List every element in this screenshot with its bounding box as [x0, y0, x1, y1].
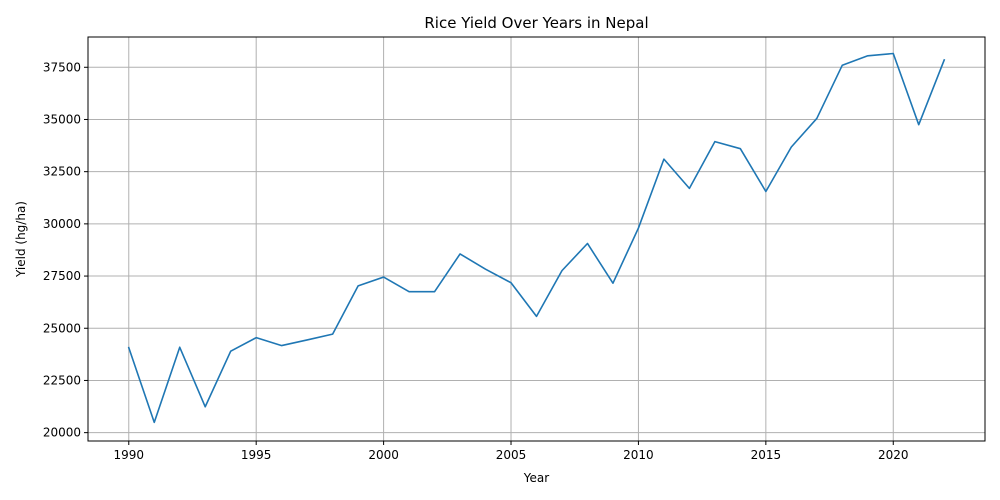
- x-axis: 1990 1995 2000 2005 2010 2015 2020: [113, 441, 909, 462]
- x-tick-label: 1995: [241, 448, 272, 462]
- x-tick-label: 2015: [751, 448, 782, 462]
- x-tick-label: 2000: [368, 448, 399, 462]
- y-tick-label: 20000: [43, 426, 81, 440]
- x-tick-label: 2020: [878, 448, 909, 462]
- y-tick-label: 27500: [43, 269, 81, 283]
- y-tick-label: 32500: [43, 165, 81, 179]
- x-tick-label: 1990: [113, 448, 144, 462]
- data-series: [127, 52, 946, 424]
- chart-title: Rice Yield Over Years in Nepal: [424, 14, 648, 32]
- plot-area-frame: [87, 36, 986, 442]
- series-line: [127, 52, 946, 424]
- x-tick-label: 2010: [623, 448, 654, 462]
- grid-lines: [88, 37, 985, 441]
- x-axis-title: Year: [523, 471, 549, 485]
- y-tick-label: 35000: [43, 112, 81, 126]
- y-axis-title: Yield (hg/ha): [14, 201, 28, 278]
- y-axis: 20000 22500 25000 27500 30000 32500 35000 37500: [43, 60, 88, 440]
- y-tick-label: 22500: [43, 373, 81, 387]
- y-tick-label: 25000: [43, 321, 81, 335]
- y-tick-label: 37500: [43, 60, 81, 74]
- x-tick-label: 2005: [496, 448, 527, 462]
- y-tick-label: 30000: [43, 217, 81, 231]
